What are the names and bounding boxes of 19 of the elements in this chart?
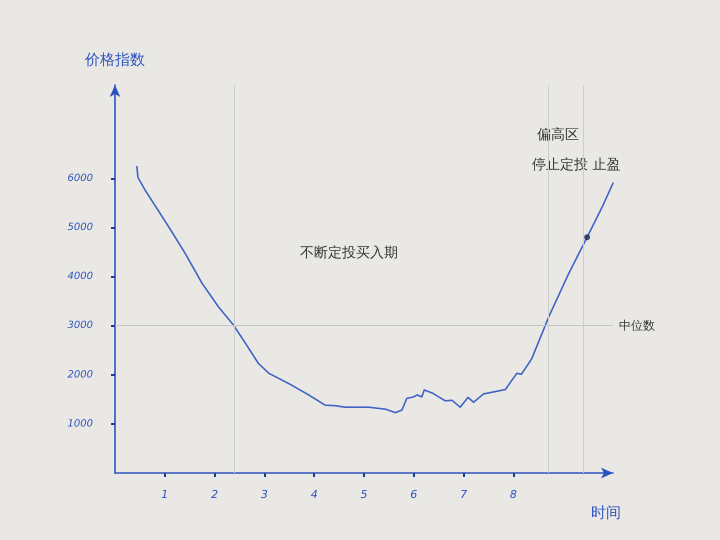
y-tick-label: 5000 (68, 222, 93, 233)
annotation: 不断定投买入期 (300, 245, 398, 261)
y-tick-label: 3000 (68, 320, 93, 332)
x-tick-label: 6 (410, 488, 418, 501)
y-axis-title: 价格指数 (84, 50, 145, 68)
annotation: 偏高区 (537, 127, 579, 143)
y-tick-label: 1000 (68, 418, 93, 430)
x-tick-label: 2 (211, 488, 218, 501)
x-tick-label: 3 (260, 488, 268, 501)
x-tick-label: 7 (460, 488, 468, 501)
y-tick-label: 4000 (68, 271, 93, 282)
x-axis-title: 时间 (591, 504, 621, 522)
y-tick-label: 2000 (68, 369, 93, 380)
x-tick-label: 1 (161, 488, 168, 501)
y-tick-label: 6000 (68, 172, 93, 184)
x-tick-label: 8 (510, 488, 517, 501)
ref-line-label: 中位数 (619, 318, 655, 333)
x-tick-label: 5 (360, 488, 368, 501)
x-tick-label: 4 (310, 488, 318, 501)
